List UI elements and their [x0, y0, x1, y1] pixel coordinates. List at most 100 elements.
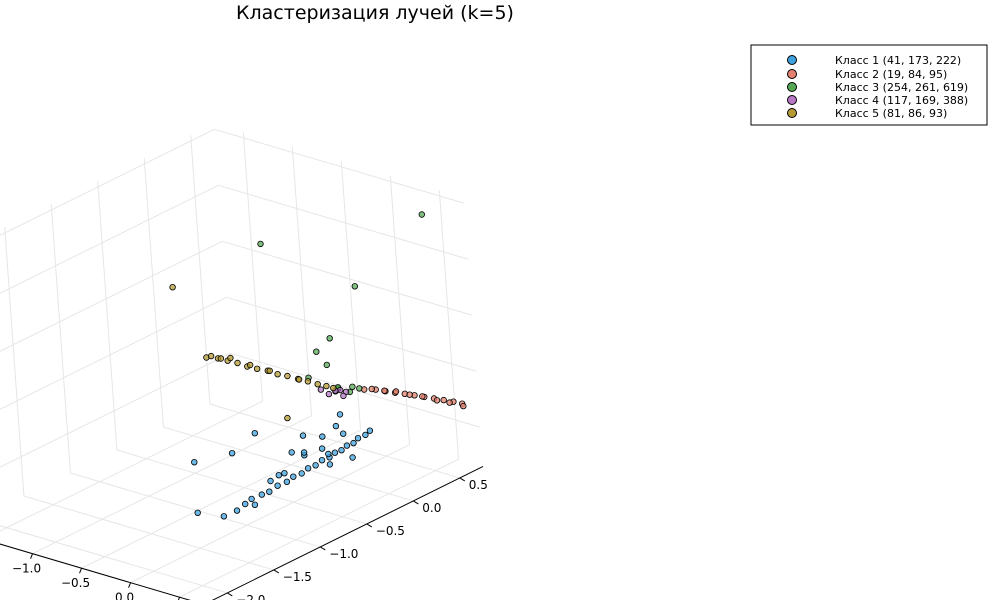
data-point-class-3: [326, 335, 333, 342]
data-point-class-5: [284, 414, 291, 422]
legend-marker-class-3: [787, 82, 797, 92]
data-point-class-1: [349, 454, 356, 461]
y-tick-mark: [320, 546, 326, 551]
data-point-class-5: [227, 354, 234, 362]
data-point-class-1: [331, 449, 339, 456]
data-point-class-1: [283, 478, 291, 485]
grid-line: [0, 400, 263, 532]
data-point-class-1: [267, 477, 274, 485]
legend-label-class-1: Класс 1 (41, 173, 222): [835, 54, 961, 67]
data-point-class-2: [406, 391, 413, 398]
data-point-class-3: [351, 283, 358, 290]
grid-line: [163, 426, 414, 502]
axes: [0, 466, 484, 600]
grid-line: [4, 227, 25, 497]
data-point-class-2: [419, 393, 426, 400]
grid-line: [179, 458, 459, 598]
grid-line: [70, 472, 321, 548]
data-point-class-2: [440, 396, 447, 404]
data-point-class-1: [318, 445, 326, 452]
legend-marker-class-4: [787, 95, 797, 105]
data-point-class-3: [356, 385, 363, 392]
data-points: [169, 211, 467, 520]
y-tick-mark: [227, 592, 233, 597]
x-tick-label: 0.0: [115, 591, 134, 600]
grid-line: [438, 190, 460, 460]
grid-line: [190, 135, 211, 405]
data-point-class-3: [313, 348, 320, 355]
data-point-class-3: [257, 240, 264, 248]
grid-lines: [0, 128, 481, 598]
grid-line: [0, 240, 223, 352]
data-point-class-1: [326, 461, 334, 468]
data-point-class-1: [275, 472, 282, 479]
data-point-class-2: [446, 399, 453, 406]
data-point-class-3: [418, 211, 425, 218]
grid-line: [130, 444, 410, 584]
grid-line: [214, 128, 465, 204]
legend-label-class-4: Класс 4 (117, 169, 388): [835, 94, 968, 107]
data-point-class-2: [368, 385, 375, 393]
data-point-class-5: [295, 376, 303, 383]
y-tick-label: −2.0: [236, 593, 265, 600]
grid-line: [226, 296, 477, 372]
data-point-class-1: [248, 495, 255, 503]
data-point-class-1: [191, 459, 198, 466]
data-point-class-4: [317, 386, 325, 393]
data-point-class-1: [251, 430, 258, 437]
data-point-class-1: [241, 500, 249, 508]
data-point-class-5: [304, 378, 312, 385]
data-point-class-1: [332, 422, 340, 430]
data-point-class-1: [362, 431, 369, 439]
grid-line: [81, 429, 361, 569]
data-point-class-4: [340, 392, 347, 400]
x-axis-line: [0, 543, 191, 600]
data-point-class-5: [266, 367, 273, 374]
grid-line: [0, 352, 231, 468]
y-tick-label: −0.5: [376, 524, 405, 538]
data-point-class-1: [354, 435, 362, 442]
grid-line: [143, 158, 164, 428]
x-tick-mark: [128, 582, 132, 588]
data-point-class-1: [258, 491, 265, 498]
grid-line: [50, 204, 71, 474]
data-point-class-5: [284, 372, 291, 380]
data-point-class-2: [392, 388, 400, 395]
data-point-class-5: [207, 352, 215, 360]
grid-line: [209, 403, 460, 479]
data-point-class-5: [234, 359, 241, 367]
data-point-class-5: [217, 355, 225, 362]
data-point-class-1: [304, 465, 312, 472]
data-point-class-1: [318, 457, 326, 464]
y-tick-label: 0.0: [422, 501, 441, 515]
legend-marker-class-5: [787, 108, 797, 118]
grid-line: [0, 296, 227, 410]
legend-label-class-3: Класс 3 (254, 261, 619): [835, 81, 968, 94]
y-tick-mark: [366, 523, 373, 528]
data-point-class-5: [323, 382, 330, 390]
grid-line: [0, 525, 228, 594]
data-point-class-2: [460, 402, 467, 410]
data-point-class-1: [228, 450, 236, 457]
grid-line: [0, 184, 219, 294]
data-point-class-1: [194, 509, 201, 516]
grid-line: [242, 132, 264, 402]
grid-line: [340, 161, 362, 431]
grid-line: [23, 495, 274, 571]
legend-label-class-2: Класс 2 (19, 84, 95): [835, 68, 947, 81]
grid-line: [230, 352, 481, 428]
y-tick-label: 0.5: [469, 478, 488, 492]
data-point-class-1: [336, 411, 344, 418]
data-point-class-1: [274, 482, 281, 489]
data-point-class-1: [299, 432, 307, 439]
y-tick-label: −1.0: [329, 547, 358, 561]
legend: Класс 1 (41, 173, 222) Класс 2 (19, 84, …: [750, 44, 988, 126]
grid-line: [291, 146, 313, 416]
y-tick-mark: [413, 500, 419, 505]
data-point-class-1: [288, 449, 295, 456]
legend-marker-class-1: [787, 55, 797, 65]
y-tick-label: −1.5: [283, 570, 312, 584]
x-tick-label: −0.5: [61, 576, 90, 590]
data-point-class-5: [253, 365, 261, 372]
data-point-class-1: [350, 439, 357, 447]
